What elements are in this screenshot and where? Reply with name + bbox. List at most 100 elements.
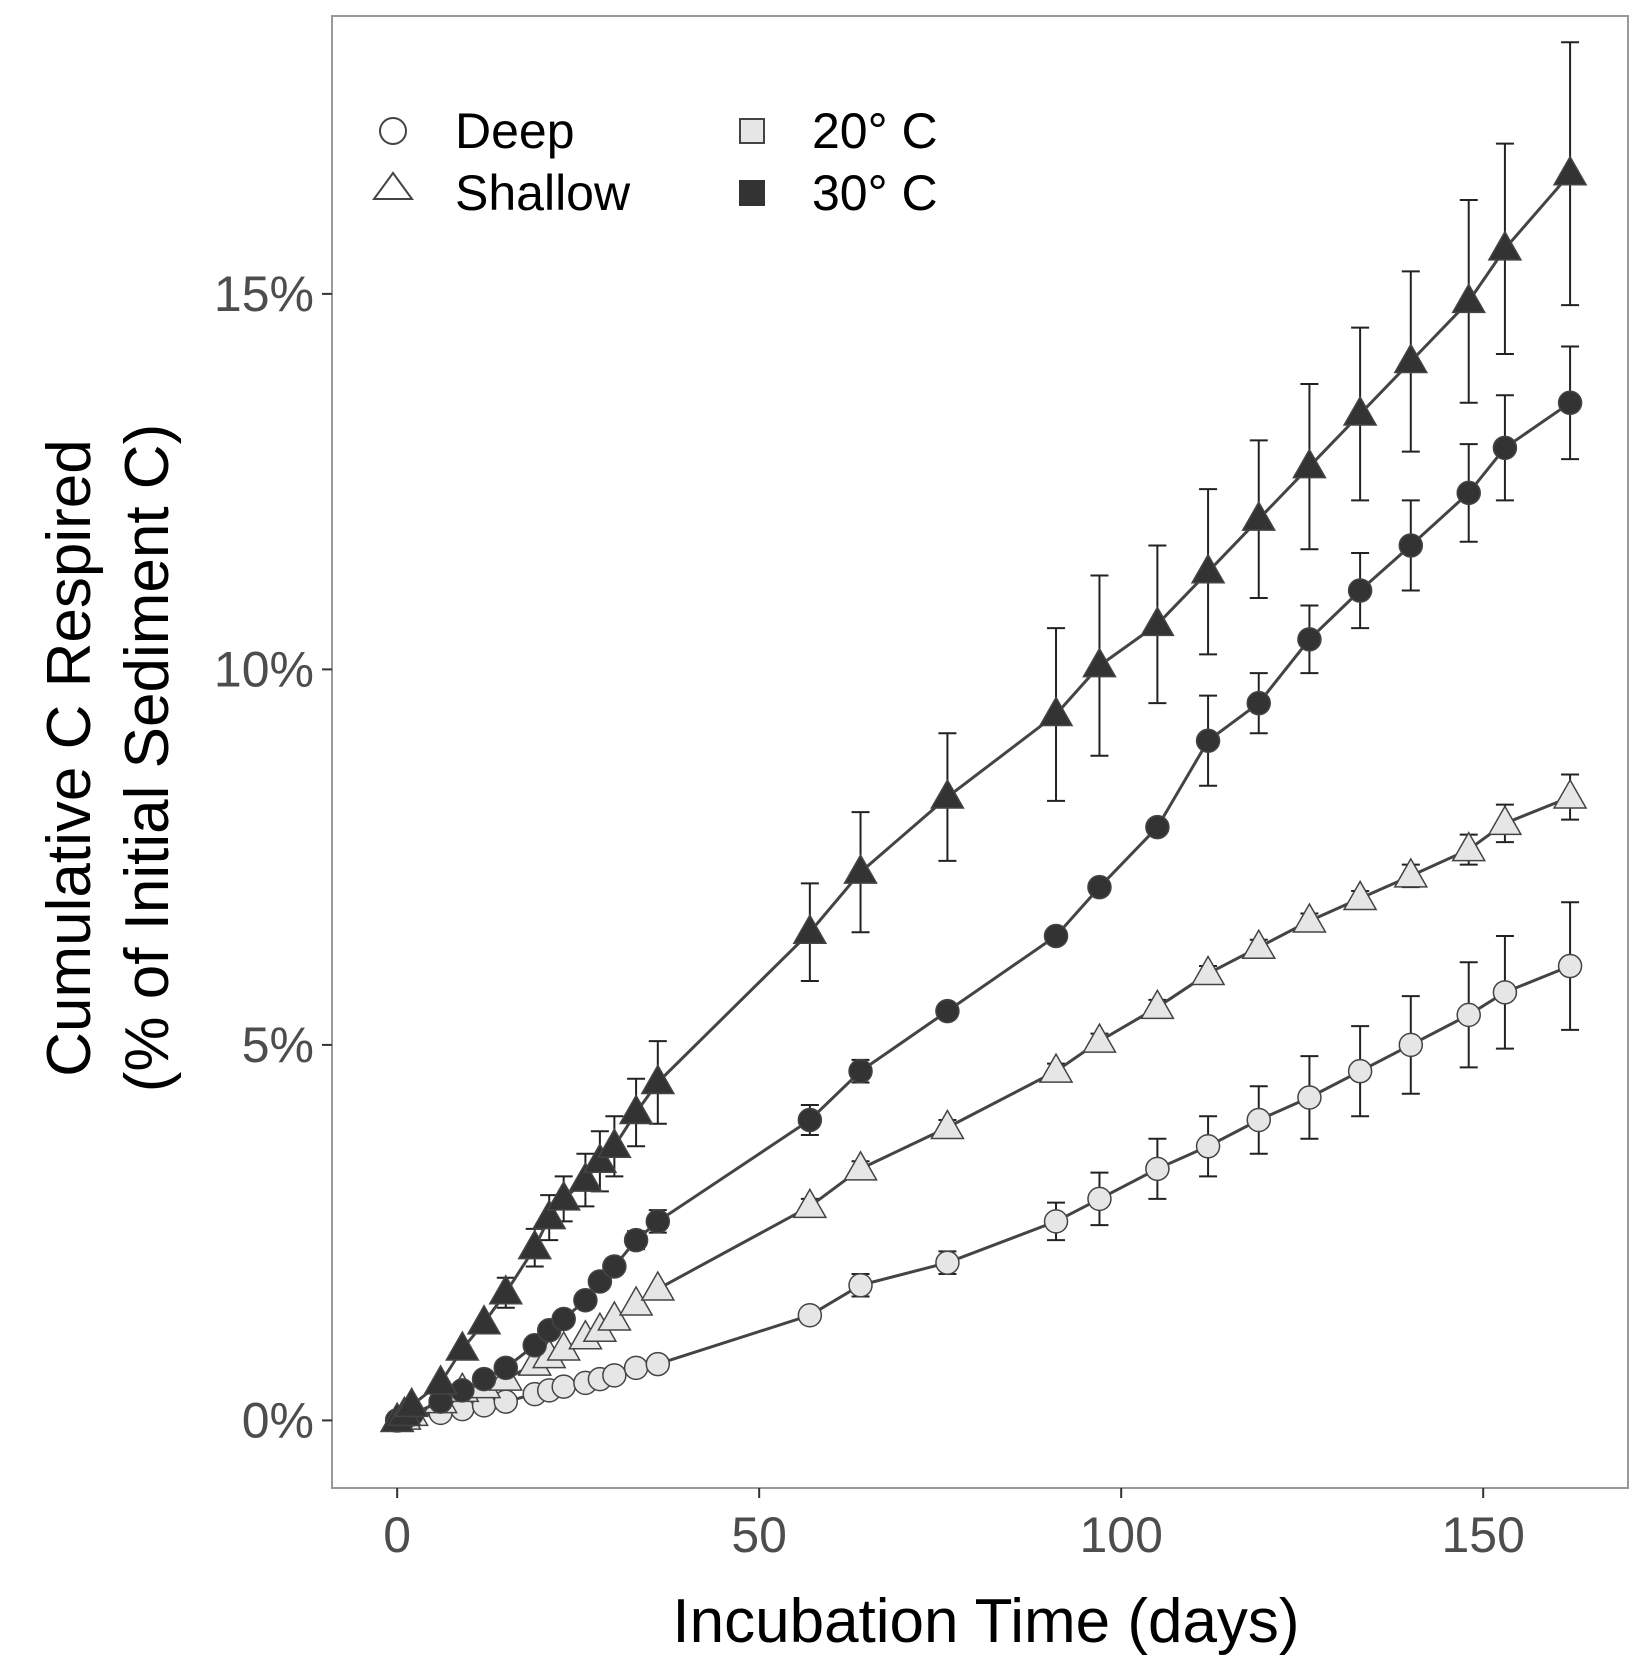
data-point-triangle [1487,230,1523,261]
data-point-triangle [1393,857,1429,888]
data-point-circle [1398,533,1424,558]
y-axis-title-line1: Cumulative C Respired [35,439,104,1076]
data-point-triangle [488,1274,524,1305]
y-tick-label: 0% [242,1392,314,1448]
data-point-circle [797,1107,823,1133]
data-point-triangle [394,1386,429,1418]
data-point-circle [645,1209,671,1234]
data-point-triangle [1342,879,1378,911]
y-axis-title-line2: (% of Initial Sediment C) [113,424,182,1092]
data-point-triangle [568,1161,603,1192]
data-point-triangle [1082,647,1117,678]
data-point-circle [1456,480,1481,506]
legend-label-20c: 20° C [812,103,938,159]
data-point-triangle [1552,778,1588,809]
data-point-triangle [531,1199,567,1230]
data-point-circle [551,1306,576,1332]
data-point-circle [1043,923,1069,949]
data-point-triangle [930,1108,965,1140]
data-point-triangle [1038,695,1074,727]
y-tick-label: 15% [214,266,314,322]
data-point-triangle [843,853,878,884]
data-point-triangle [1082,1022,1117,1053]
data-point-circle [1145,814,1170,840]
series-shallow-30-c [379,41,1588,1433]
data-point-triangle [1393,342,1429,374]
data-point-circle [1246,690,1271,716]
data-point-circle [623,1355,649,1381]
data-point-circle [522,1333,547,1358]
data-point-circle [1087,1186,1112,1212]
data-point-circle [1195,728,1221,753]
data-point-circle [1557,390,1583,416]
data-point-triangle [445,1330,480,1361]
data-point-triangle [1241,500,1277,531]
data-point-circle [602,1363,627,1388]
data-point-triangle [1451,282,1487,314]
data-point-circle [1347,578,1373,603]
data-point-triangle [1487,804,1523,836]
data-point-circle [935,998,960,1024]
x-tick-label: 100 [1079,1507,1162,1563]
data-point-triangle [640,1063,676,1095]
legend-circle-icon [379,117,407,145]
x-axis-title: Incubation Time (days) [672,1587,1299,1656]
data-point-triangle [1342,395,1378,426]
data-point-circle [645,1351,671,1377]
data-point-triangle [1038,1052,1074,1083]
y-axis: 0% 5% 10% 15% [214,266,332,1448]
data-point-triangle [546,1180,581,1211]
data-point-triangle [517,1229,553,1260]
x-tick-label: 150 [1441,1507,1524,1563]
data-point-triangle [792,1187,828,1219]
legend: Deep Shallow 20° C 30° C [372,103,938,221]
data-point-triangle [1552,155,1588,186]
data-point-triangle [1140,988,1175,1020]
data-point-circle [551,1374,576,1399]
data-point-triangle [1140,605,1175,637]
data-point-circle [587,1269,613,1294]
data-point-circle [1492,980,1518,1005]
data-point-circle [1398,1032,1424,1058]
legend-dark-square-icon [739,180,765,206]
data-point-triangle [618,1093,654,1125]
data-point-triangle [597,1300,632,1331]
data-point-circle [1195,1134,1221,1159]
legend-label-shallow: Shallow [455,165,631,221]
data-point-triangle [792,913,828,944]
legend-label-30c: 30° C [812,165,938,221]
series-deep-30-c [384,345,1583,1433]
data-point-circle [1297,1085,1322,1110]
data-point-circle [471,1366,497,1392]
data-point-circle [1297,627,1322,652]
x-tick-label: 0 [383,1507,411,1563]
x-axis: 0 50 100 150 [383,1488,1525,1563]
data-point-triangle [1292,448,1327,479]
data-point-circle [1492,435,1518,461]
x-tick-label: 50 [731,1507,787,1563]
data-point-circle [935,1250,960,1275]
data-point-circle [623,1227,649,1253]
data-point-triangle [1190,955,1226,986]
data-point-triangle [466,1304,502,1335]
data-point-triangle [582,1142,618,1174]
data-point-triangle [618,1285,654,1316]
data-point-circle [1087,874,1112,900]
y-tick-label: 5% [242,1017,314,1073]
data-point-circle [1145,1156,1170,1182]
data-point-circle [1347,1058,1373,1084]
data-point-triangle [1292,902,1327,933]
data-point-circle [573,1287,598,1313]
data-point-triangle [1241,928,1277,960]
data-point-circle [797,1303,823,1328]
data-point-triangle [640,1270,676,1301]
data-point-circle [848,1272,873,1298]
data-point-circle [848,1058,873,1084]
legend-label-deep: Deep [455,103,575,159]
data-point-circle [1246,1107,1271,1133]
series-layer [379,41,1588,1433]
plot-panel-border [331,15,1629,1489]
legend-triangle-icon [372,171,414,200]
